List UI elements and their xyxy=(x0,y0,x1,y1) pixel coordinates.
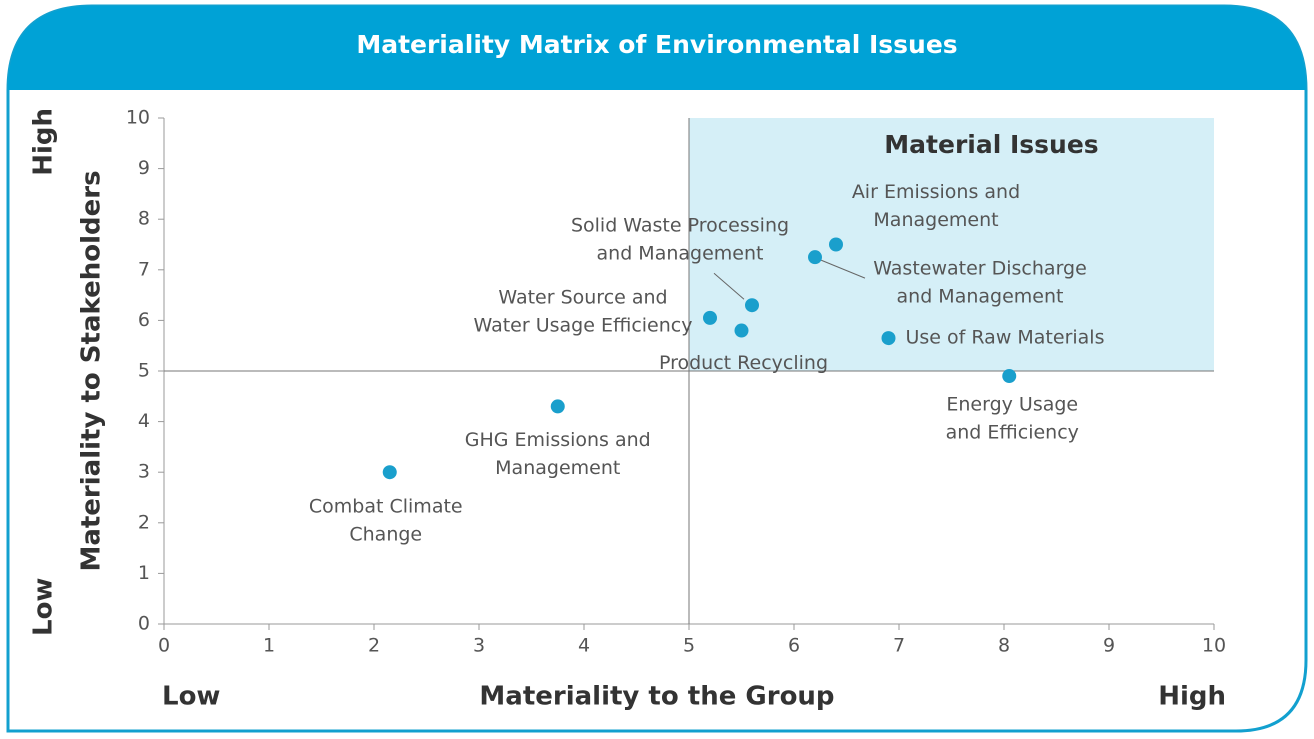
point-label: and Efficiency xyxy=(946,422,1079,444)
x-tick-label: 0 xyxy=(158,635,170,657)
point-label: Product Recycling xyxy=(659,352,828,374)
point-label: Change xyxy=(349,524,422,546)
point xyxy=(703,310,717,325)
x-tick-label: 9 xyxy=(1103,635,1115,657)
y-axis-title: Materiality to Stakeholders xyxy=(77,170,107,571)
y-tick-label: 5 xyxy=(138,360,150,382)
y-tick-label: 4 xyxy=(138,410,150,432)
region-label: Material Issues xyxy=(884,130,1098,159)
x-tick-label: 3 xyxy=(473,635,485,657)
point-label: Water Usage Efficiency xyxy=(474,314,693,336)
material-region xyxy=(689,118,1214,371)
point-label: Management xyxy=(873,209,998,231)
x-tick-label: 8 xyxy=(998,635,1010,657)
x-tick-label: 7 xyxy=(893,635,905,657)
x-high-label: High xyxy=(1158,682,1226,712)
point-label: Water Source and xyxy=(498,286,667,308)
point xyxy=(1002,369,1017,384)
x-tick-label: 1 xyxy=(263,635,275,657)
y-tick-label: 10 xyxy=(126,107,150,129)
x-tick-label: 4 xyxy=(578,635,590,657)
leader-line xyxy=(820,259,866,279)
leader-line xyxy=(713,272,745,300)
point xyxy=(382,465,397,480)
y-tick-label: 9 xyxy=(138,157,150,179)
x-low-label: Low xyxy=(162,682,220,712)
y-tick-label: 6 xyxy=(138,309,150,331)
point-label: Use of Raw Materials xyxy=(906,327,1105,349)
y-tick-label: 8 xyxy=(138,208,150,230)
x-tick-label: 2 xyxy=(368,635,380,657)
y-tick-label: 1 xyxy=(138,562,150,584)
point-label: GHG Emissions and xyxy=(465,429,651,451)
y-high-label: High xyxy=(29,108,59,176)
point xyxy=(550,399,565,414)
point xyxy=(745,298,759,313)
y-tick-label: 0 xyxy=(138,613,150,635)
y-low-label: Low xyxy=(29,578,59,636)
point xyxy=(808,250,822,265)
point-label: Solid Waste Processing xyxy=(571,215,789,237)
y-tick-label: 7 xyxy=(138,258,150,280)
point-label: and Management xyxy=(897,286,1064,308)
x-tick-label: 5 xyxy=(683,635,695,657)
x-tick-label: 6 xyxy=(788,635,800,657)
point-label: Air Emissions and xyxy=(852,181,1020,203)
chart-title: Materiality Matrix of Environmental Issu… xyxy=(356,30,957,59)
x-tick-label: 10 xyxy=(1202,635,1226,657)
point-label: and Management xyxy=(597,243,764,265)
point xyxy=(829,237,843,252)
point-label: Energy Usage xyxy=(946,394,1078,416)
point-label: Combat Climate xyxy=(309,496,463,518)
header-band xyxy=(8,6,1306,90)
x-axis-title: Materiality to the Group xyxy=(479,682,834,712)
point-label: Wastewater Discharge xyxy=(873,258,1087,280)
point xyxy=(881,331,896,346)
y-tick-label: 2 xyxy=(138,511,150,533)
point-label: Management xyxy=(495,457,620,479)
y-tick-label: 3 xyxy=(138,461,150,483)
point xyxy=(734,323,749,338)
